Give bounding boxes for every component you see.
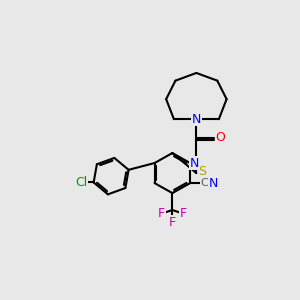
Text: N: N: [192, 113, 201, 126]
Text: F: F: [180, 207, 187, 220]
Text: Cl: Cl: [75, 176, 87, 189]
Text: N: N: [209, 177, 218, 190]
Text: C: C: [200, 178, 208, 188]
Text: F: F: [158, 207, 165, 220]
Text: N: N: [189, 157, 199, 169]
Text: F: F: [169, 216, 176, 229]
Text: O: O: [215, 131, 225, 144]
Text: S: S: [199, 165, 207, 178]
